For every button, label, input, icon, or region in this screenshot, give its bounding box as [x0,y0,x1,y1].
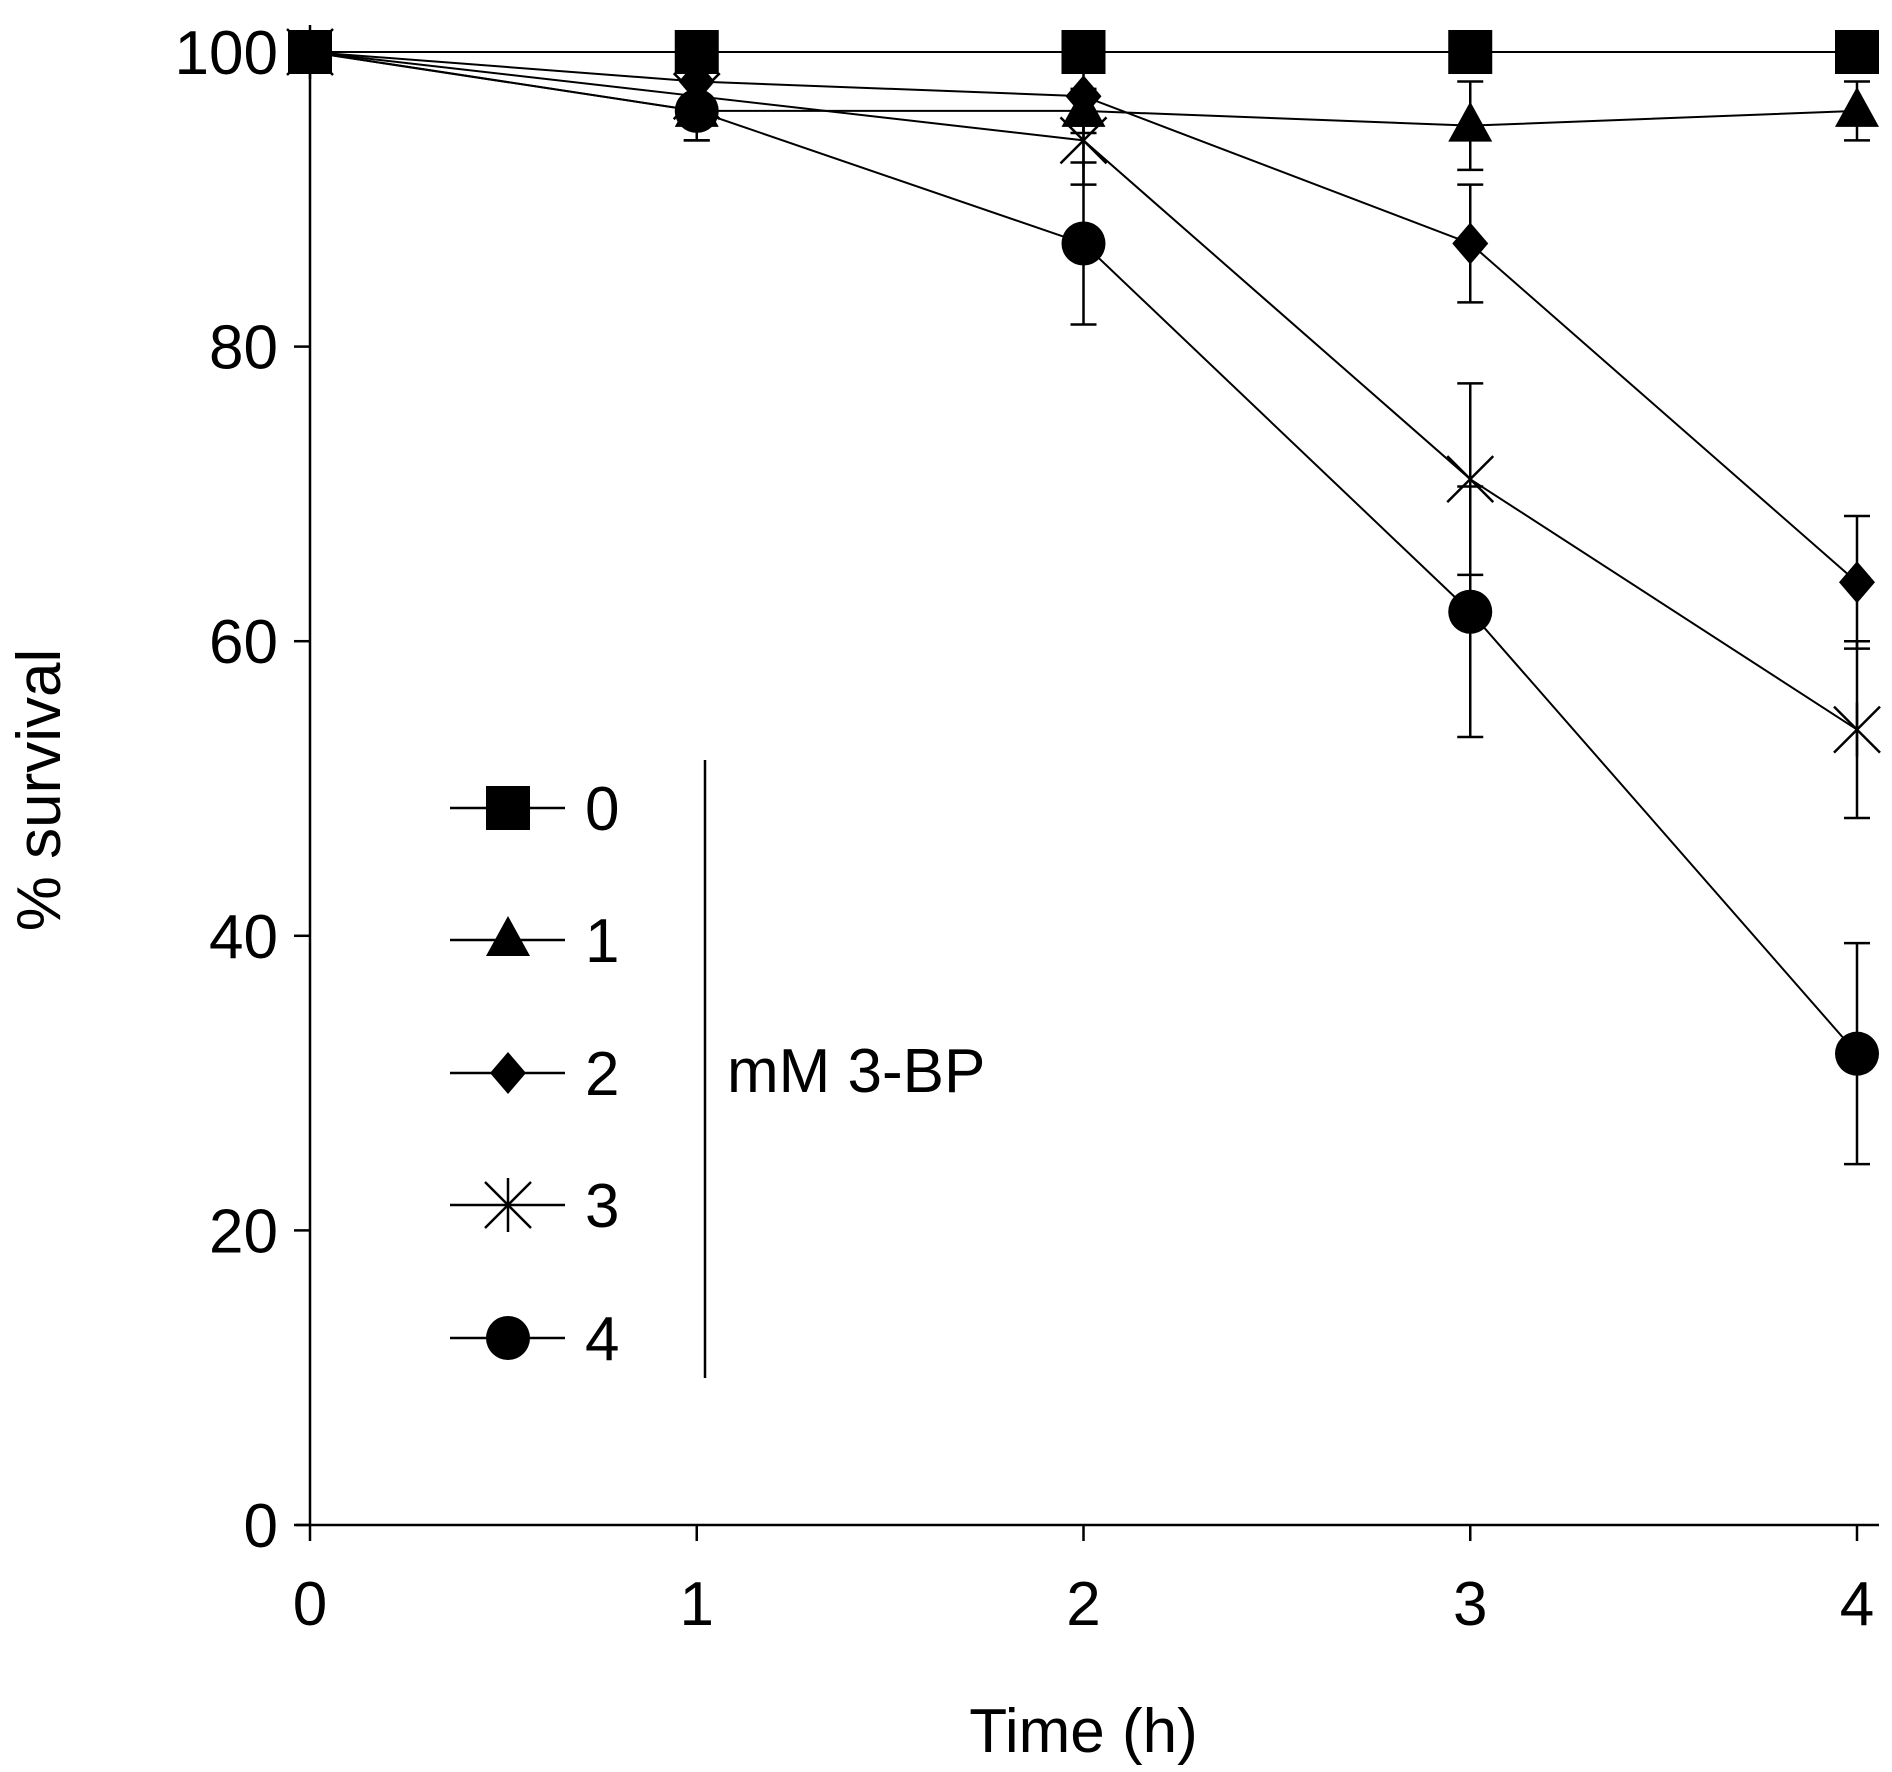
legend-item-2: 2 [450,1040,619,1109]
marker-2-2 [1065,75,1102,118]
x-tick-label-3: 3 [1453,1570,1487,1639]
y-tick-label-80: 80 [209,314,278,383]
marker-3-4 [1833,702,1881,757]
legend-marker-2 [490,1052,526,1094]
legend-item-4: 4 [450,1305,619,1374]
legend-marker-3 [484,1178,532,1232]
legend-label-4: 4 [585,1305,619,1374]
y-tick-label-100: 100 [175,19,278,88]
legend-marker-4 [486,1316,530,1360]
marker-0-3 [1448,30,1493,74]
marker-0-4 [1835,30,1879,74]
y-tick-label-60: 60 [209,608,278,677]
marker-4-4 [1835,1031,1879,1076]
legend-marker-0 [486,786,530,830]
x-tick-label-4: 4 [1840,1570,1874,1639]
legend-item-0: 0 [450,775,619,844]
marker-1-4 [1835,86,1879,127]
marker-4-3 [1448,589,1493,634]
legend-item-3: 3 [450,1172,619,1241]
legend-title: mM 3-BP [727,1037,985,1106]
legend-label-1: 1 [585,907,619,976]
marker-2-4 [1839,561,1875,604]
marker-2-3 [1452,222,1489,265]
marker-4-2 [1061,221,1106,266]
marker-0-2 [1061,30,1106,74]
y-tick-label-20: 20 [209,1197,278,1266]
error-bars [683,58,1870,1166]
legend-label-2: 2 [585,1040,619,1109]
marker-3-3 [1446,452,1495,507]
x-axis-title: Time (h) [969,1697,1197,1766]
x-tick-label-2: 2 [1066,1570,1100,1639]
marker-4-1 [674,88,719,133]
x-tick-label-1: 1 [680,1570,714,1639]
x-tick-label-0: 0 [293,1570,327,1639]
legend-item-1: 1 [450,907,619,976]
legend-label-0: 0 [585,775,619,844]
marker-3-2 [1059,113,1108,168]
marker-1-3 [1448,101,1493,142]
legend-label-3: 3 [585,1172,619,1241]
y-tick-label-0: 0 [244,1492,278,1561]
legend-marker-1 [486,916,530,956]
y-axis-title: % survival [5,649,74,932]
legend: 0 1 2 3 4 mM 3-BP [450,760,985,1378]
y-tick-label-40: 40 [209,903,278,972]
